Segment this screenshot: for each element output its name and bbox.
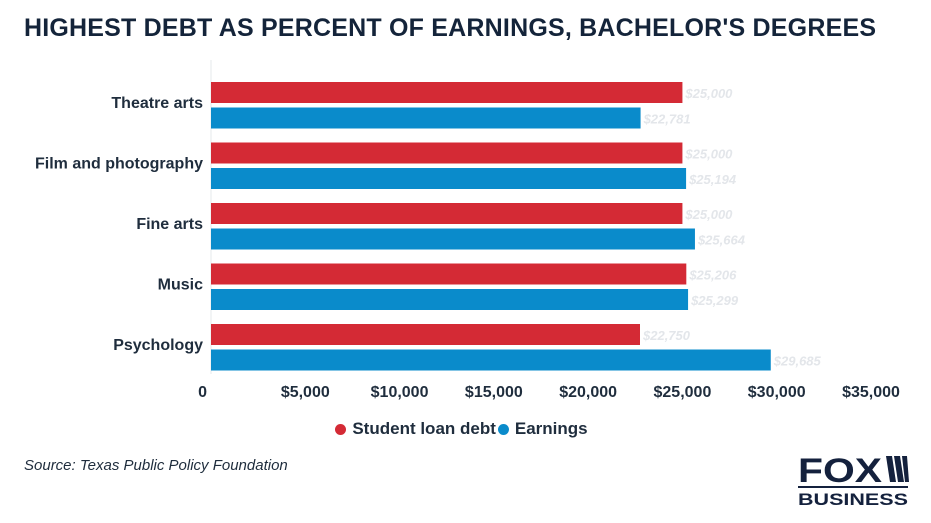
data-label: $29,685 <box>773 354 822 369</box>
chart-title: HIGHEST DEBT AS PERCENT OF EARNINGS, BAC… <box>24 14 877 42</box>
data-label: $25,000 <box>684 207 733 222</box>
data-label: $25,664 <box>697 233 746 248</box>
x-tick-label: $20,000 <box>559 384 617 401</box>
bar-chart: Theatre arts $25,000 $22,781 Film and photo… <box>35 60 900 401</box>
earnings-bar <box>211 289 689 310</box>
svg-text:FOX: FOX <box>798 452 882 490</box>
category-label: Music <box>158 277 203 294</box>
x-tick-label: $25,000 <box>654 384 712 401</box>
x-tick-label: $30,000 <box>748 384 806 401</box>
debt-bar <box>211 142 683 164</box>
x-tick-label: 0 <box>198 384 207 401</box>
debt-bar <box>211 82 683 103</box>
debt-bar <box>211 324 640 345</box>
x-tick-label: $5,000 <box>281 384 330 401</box>
debt-bar <box>211 203 683 224</box>
svg-text:BUSINESS: BUSINESS <box>798 490 908 508</box>
x-tick-label: $15,000 <box>465 384 523 401</box>
legend-swatch-earnings <box>497 423 509 435</box>
earnings-bar <box>211 107 641 129</box>
data-label: $25,299 <box>690 293 739 308</box>
fox-business-logo: FOX BUSINESS <box>798 452 909 508</box>
legend-item-earnings: Earnings <box>497 419 588 439</box>
earnings-bar <box>211 168 687 189</box>
legend-label-debt: Student loan debt <box>352 419 496 438</box>
category-label: Fine arts <box>136 216 203 233</box>
legend-swatch-debt <box>335 423 347 435</box>
data-label: $25,000 <box>684 86 733 101</box>
source-note: Source: Texas Public Policy Foundation <box>24 457 288 474</box>
data-label: $25,206 <box>688 268 737 283</box>
data-label: $22,750 <box>642 328 691 343</box>
x-tick-label: $10,000 <box>371 384 429 401</box>
earnings-bar <box>211 228 695 250</box>
legend-label-earnings: Earnings <box>514 419 588 438</box>
category-label: Psychology <box>113 337 203 354</box>
data-label: $25,000 <box>684 147 733 162</box>
data-label: $25,194 <box>688 172 737 187</box>
x-tick-label: $35,000 <box>842 384 900 401</box>
category-label: Film and photography <box>35 156 203 173</box>
legend-item-debt: Student loan debt <box>335 419 496 439</box>
category-label: Theatre arts <box>111 95 203 112</box>
data-label: $22,781 <box>643 112 691 127</box>
debt-bar <box>211 263 687 285</box>
chart-legend: Student loan debt Earnings <box>0 417 931 441</box>
earnings-bar <box>211 349 771 371</box>
